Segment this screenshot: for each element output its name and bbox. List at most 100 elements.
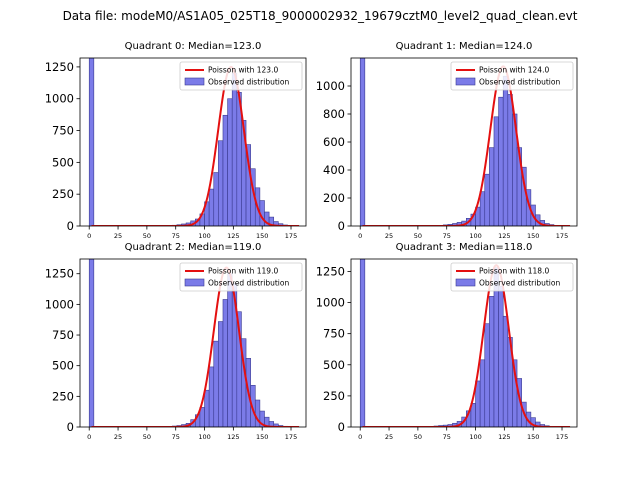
quadrant-1-xtick-label: 25: [385, 232, 393, 240]
quadrant-2-ytick-label: 500: [52, 359, 74, 373]
quadrant-1-xtick-label: 0: [358, 232, 362, 240]
quadrant-0-xtick-label: 150: [256, 232, 268, 240]
quadrant-1-xtick-label: 175: [556, 232, 568, 240]
quadrant-1-title: Quadrant 1: Median=124.0: [396, 41, 533, 52]
quadrant-0-ytick-label: 750: [52, 124, 74, 138]
quadrant-2-legend-poisson-label: Poisson with 119.0: [208, 267, 278, 276]
quadrant-3-ytick-label: 0: [338, 420, 345, 434]
quadrant-1-histogram-bar: [489, 147, 495, 226]
quadrant-3-histogram-bar: [498, 286, 504, 427]
quadrant-2-legend-box: [179, 262, 303, 292]
quadrant-1-legend-observed-label: Observed distribution: [479, 78, 560, 87]
figure-suptitle: Data file: modeM0/AS1A05_025T18_90000029…: [63, 9, 578, 23]
quadrant-2-xtick-label: 175: [285, 433, 297, 441]
quadrant-2-xtick-label: 75: [172, 433, 180, 441]
quadrant-0-xtick-label: 25: [114, 232, 122, 240]
quadrant-3-legend: Poisson with 118.0 Observed distribution: [450, 262, 574, 292]
quadrant-1-plot-area: [359, 58, 571, 226]
quadrant-1-legend: Poisson with 124.0 Observed distribution: [450, 61, 574, 91]
quadrant-2-ytick-label: 0: [67, 420, 74, 434]
quadrant-0-title: Quadrant 0: Median=123.0: [125, 41, 262, 52]
quadrant-2-histogram-bar: [208, 366, 215, 427]
quadrant-0-legend-observed-label: Observed distribution: [208, 78, 289, 87]
quadrant-0-plot-area: [88, 58, 300, 226]
quadrant-0-legend-box: [179, 61, 303, 91]
quadrant-1-histogram-bar: [502, 75, 509, 226]
quadrant-3-plot-area: [359, 259, 571, 427]
quadrant-3-xtick-label: 0: [358, 433, 362, 441]
quadrant-2-ytick-label: 1250: [45, 267, 74, 281]
quadrant-2-xtick-label: 50: [143, 433, 151, 441]
quadrant-3-legend-observed-label: Observed distribution: [479, 279, 560, 288]
quadrant-0-xtick-label: 50: [143, 232, 151, 240]
quadrant-0-frame: [79, 57, 307, 227]
quadrant-1-histogram-bar: [493, 116, 499, 226]
quadrant-3-ytick-label: 500: [323, 358, 345, 372]
quadrant-0-legend: Poisson with 123.0 Observed distribution: [179, 61, 303, 91]
quadrant-3-histogram-bar: [502, 315, 509, 427]
quadrant-1-histogram-bar: [498, 96, 504, 226]
quadrant-1-zero-bin-bar: [359, 58, 366, 226]
quadrant-0-xtick-label: 175: [285, 232, 297, 240]
quadrant-0-histogram-bar: [231, 72, 238, 226]
quadrant-1-legend-bar-swatch: [455, 77, 476, 86]
quadrant-0-xtick-label: 75: [172, 232, 180, 240]
quadrant-3-legend-box: [450, 262, 574, 292]
quadrant-3-xtick-label: 150: [527, 433, 539, 441]
quadrant-3-xtick-label: 75: [443, 433, 451, 441]
quadrant-2-histogram-bar: [213, 340, 219, 427]
quadrant-0-histogram-bar: [227, 98, 233, 226]
quadrant-2-frame: [79, 258, 307, 428]
quadrant-3-ytick-label: 250: [323, 389, 345, 403]
quadrant-1-axes: Quadrant 1: Median=124.0 0 200 400 600 800 100…: [316, 41, 578, 240]
quadrant-2-histogram-bar: [222, 299, 228, 427]
quadrant-3-ytick-label: 1250: [316, 264, 345, 278]
quadrant-3-ytick-label: 1000: [316, 296, 345, 310]
quadrant-2-xtick-label: 25: [114, 433, 122, 441]
quadrant-2-zero-bin-bar: [88, 259, 95, 427]
quadrant-0-zero-bin-bar: [88, 58, 95, 226]
quadrant-1-xtick-label: 150: [527, 232, 539, 240]
quadrant-0-xtick-label: 0: [87, 232, 91, 240]
quadrant-0-xtick-label: 100: [198, 232, 210, 240]
quadrant-1-xtick-label: 75: [443, 232, 451, 240]
quadrant-3-legend-bar-swatch: [455, 278, 476, 287]
quadrant-1-histogram-bar: [484, 173, 490, 226]
quadrant-2-legend-observed-label: Observed distribution: [208, 279, 289, 288]
quadrant-2-legend: Poisson with 119.0 Observed distribution: [179, 262, 303, 292]
quadrant-2-legend-bar-swatch: [184, 278, 205, 287]
quadrant-3-poisson-curve: [362, 264, 571, 427]
quadrant-3-frame: [350, 258, 578, 428]
quadrant-3-histogram-bar: [489, 296, 495, 427]
quadrant-0-histogram-bar: [222, 114, 228, 226]
quadrant-0-legend-poisson-label: Poisson with 123.0: [208, 66, 278, 75]
quadrant-1-xtick-label: 50: [414, 232, 422, 240]
quadrant-0-ytick-label: 0: [67, 219, 74, 233]
quadrant-1-ytick-label: 1000: [316, 79, 345, 93]
quadrant-3-xtick-label: 50: [414, 433, 422, 441]
quadrant-3-histogram-bar: [479, 359, 486, 427]
quadrant-3-xtick-label: 175: [556, 433, 568, 441]
quadrant-2-ytick-label: 1000: [45, 297, 74, 311]
quadrant-0-axes: Quadrant 0: Median=123.00250500750100012…: [45, 41, 307, 240]
quadrant-1-xtick-label: 125: [498, 232, 510, 240]
quadrant-2-xtick-label: 100: [198, 433, 210, 441]
quadrant-1-xtick-label: 100: [469, 232, 481, 240]
quadrant-2-poisson-curve: [91, 266, 300, 427]
quadrant-2-ytick-label: 250: [52, 389, 74, 403]
quadrant-1-legend-box: [450, 61, 574, 91]
quadrant-2-histogram-bar: [227, 273, 233, 427]
quadrant-0-histogram-bar: [218, 140, 224, 226]
quadrant-3-zero-bin-bar: [359, 259, 366, 427]
quadrant-2-ytick-label: 750: [52, 328, 74, 342]
quadrant-1-ytick-label: 0: [338, 219, 345, 233]
quadrant-3-histogram-bar: [475, 380, 481, 427]
quadrant-3-axes: Quadrant 3: Median=118.00250500750100012…: [316, 242, 578, 441]
quadrant-2-title: Quadrant 2: Median=119.0: [125, 242, 262, 253]
quadrant-3-histogram-bar: [493, 267, 499, 427]
quadrant-2-xtick-label: 125: [227, 433, 239, 441]
quadrant-0-xtick-label: 125: [227, 232, 239, 240]
quadrant-1-histogram-bar: [507, 94, 513, 226]
quadrant-0-poisson-curve: [91, 65, 300, 226]
